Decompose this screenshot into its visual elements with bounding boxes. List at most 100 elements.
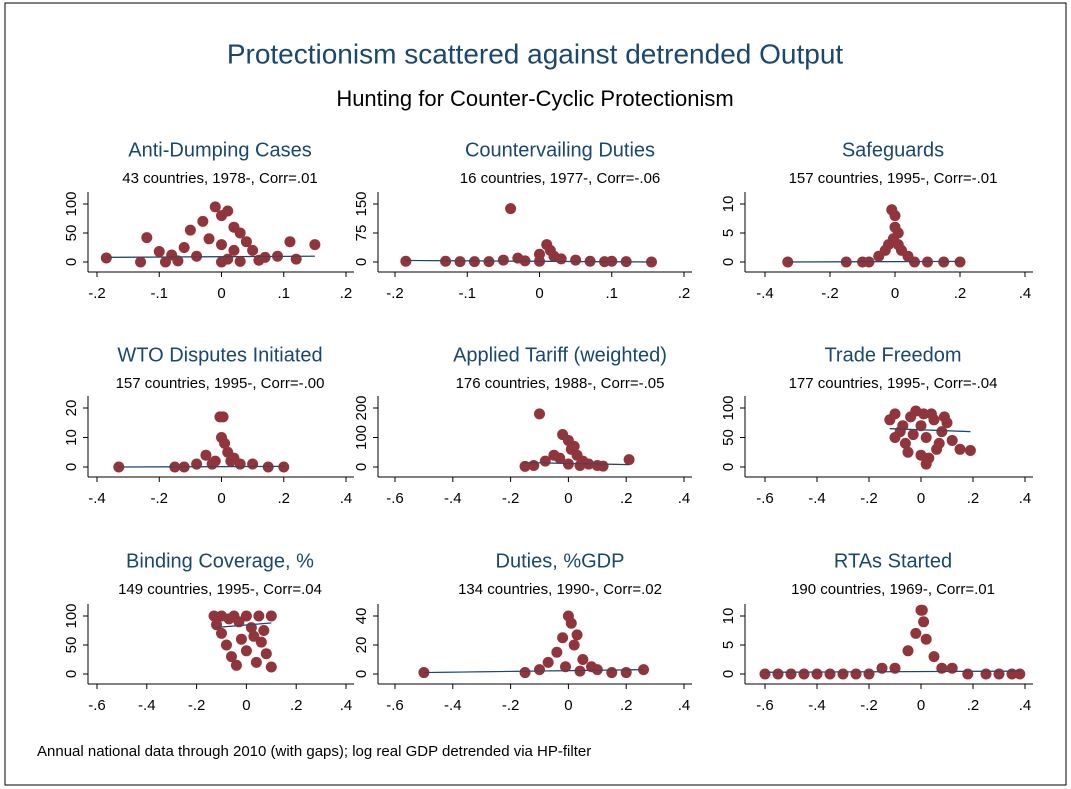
scatter-point — [560, 661, 572, 673]
scatter-point — [247, 244, 259, 256]
x-tick-label: -.4 — [138, 697, 156, 714]
scatter-point — [591, 664, 603, 676]
scatter-point — [897, 420, 909, 432]
panel-subtitle: 190 countries, 1969-, Corr=.01 — [791, 581, 995, 598]
scatter-point — [240, 610, 252, 622]
scatter-point — [889, 432, 901, 443]
y-tick-label: 40 — [353, 608, 370, 625]
scatter-point — [938, 411, 950, 423]
scatter-point — [191, 250, 203, 262]
scatter-point — [811, 668, 823, 680]
scatter-point — [962, 668, 974, 680]
scatter-point — [910, 627, 922, 639]
x-tick-label: 0 — [891, 285, 899, 302]
scatter-point — [597, 460, 609, 472]
scatter-point — [219, 437, 231, 449]
y-tick-label: 0 — [63, 463, 80, 471]
scatter-point — [260, 648, 272, 660]
scatter-point — [954, 443, 966, 455]
y-tick-label: 100 — [63, 191, 80, 216]
scatter-point — [798, 668, 810, 680]
x-tick-label: .1 — [605, 285, 618, 302]
scatter-point — [570, 254, 582, 266]
scatter-point — [568, 639, 580, 651]
y-tick-label: 0 — [720, 258, 737, 266]
scatter-point — [253, 610, 265, 622]
x-tick-label: .4 — [1019, 285, 1032, 302]
scatter-point — [216, 627, 227, 639]
scatter-point — [892, 239, 904, 251]
scatter-point — [928, 414, 940, 426]
scatter-point — [899, 437, 911, 449]
fit-line — [106, 255, 315, 258]
x-tick-label: .2 — [620, 697, 633, 714]
frame — [4, 2, 1067, 786]
panel-title: RTAs Started — [834, 550, 952, 572]
scatter-point — [247, 458, 259, 470]
scatter-point — [889, 210, 901, 222]
scatter-point — [178, 242, 190, 253]
x-tick-label: -.4 — [808, 490, 826, 507]
scatter-point — [234, 227, 246, 239]
scatter-point — [554, 452, 566, 464]
scatter-point — [936, 662, 948, 674]
scatter-point — [206, 458, 218, 470]
scatter-point — [916, 604, 928, 616]
x-tick-label: -.2 — [502, 697, 520, 714]
x-tick-label: 0 — [564, 490, 572, 507]
scatter-point — [946, 662, 958, 674]
scatter-point — [197, 215, 209, 227]
panel-title: Safeguards — [842, 139, 944, 161]
y-tick-label: 100 — [353, 425, 370, 450]
scatter-point — [577, 654, 589, 665]
scatter-point — [993, 668, 1005, 680]
scatter-point — [785, 668, 797, 680]
scatter-point — [772, 668, 784, 680]
x-tick-label: .2 — [678, 285, 691, 302]
scatter-point — [542, 656, 554, 668]
scatter-point — [141, 232, 153, 244]
scatter-point — [505, 203, 517, 215]
scatter-point — [928, 651, 940, 663]
note: Annual national data through 2010 (with … — [37, 743, 591, 760]
y-tick-label: 20 — [353, 637, 370, 654]
fit-line — [213, 622, 272, 629]
x-tick-label: 0 — [535, 285, 543, 302]
scatter-point — [184, 224, 196, 236]
panel-title: Trade Freedom — [824, 344, 961, 366]
x-tick-label: 0 — [242, 697, 250, 714]
y-tick-label: 0 — [63, 258, 80, 266]
x-tick-label: .2 — [954, 285, 967, 302]
scatter-point — [230, 659, 242, 671]
fit-line — [787, 260, 961, 263]
y-tick-label: 0 — [353, 670, 370, 678]
scatter-point — [938, 256, 950, 268]
x-tick-label: .2 — [277, 490, 290, 507]
scatter-point — [191, 458, 203, 470]
scatter-point — [562, 458, 574, 470]
y-tick-label: 0 — [720, 670, 737, 678]
panel-title: Anti-Dumping Cases — [128, 139, 311, 161]
scatter-point — [159, 256, 171, 268]
fit-line — [525, 462, 630, 466]
scatter-point — [233, 616, 245, 628]
x-tick-label: .4 — [678, 697, 691, 714]
y-tick-label: 0 — [353, 463, 370, 471]
fit-line — [889, 428, 971, 433]
x-tick-label: .4 — [1019, 490, 1032, 507]
scatter-point — [571, 629, 583, 641]
chart-subtitle: Hunting for Counter-Cyclic Protectionism — [336, 86, 733, 111]
scatter-point — [225, 455, 237, 467]
scatter-point — [850, 668, 862, 680]
panel-title: WTO Disputes Initiated — [117, 344, 322, 366]
scatter-point — [250, 656, 262, 668]
fit-line — [118, 465, 284, 468]
panel-subtitle: 177 countries, 1995-, Corr=-.04 — [789, 375, 998, 392]
scatter-point — [889, 221, 901, 233]
scatter-point — [879, 244, 891, 256]
scatter-point — [920, 458, 932, 470]
scatter-point — [255, 636, 267, 648]
scatter-point — [290, 253, 302, 265]
scatter-point — [902, 645, 914, 657]
y-tick-label: 5 — [720, 229, 737, 237]
